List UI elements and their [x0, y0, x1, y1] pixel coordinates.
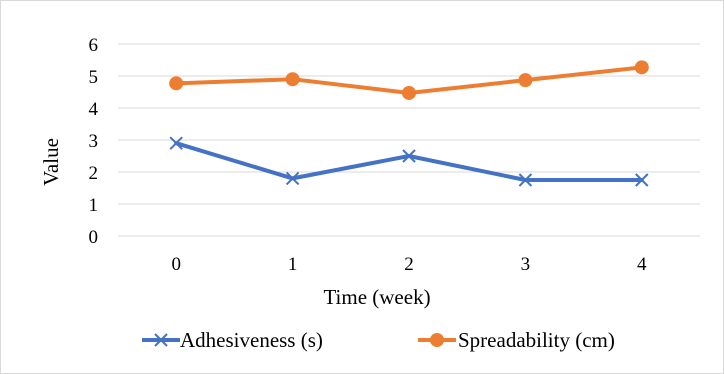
y-tick-labels: 0 1 2 3 4 5 6: [89, 35, 99, 248]
x-tick-labels: 0 1 2 3 4: [171, 254, 647, 275]
legend-item-spreadability: Spreadability (cm): [418, 328, 615, 352]
x-tick-label: 4: [637, 254, 647, 275]
data-point-adhesiveness: [402, 149, 416, 163]
y-axis-title: Value: [39, 138, 63, 186]
data-point-adhesiveness: [285, 171, 300, 186]
data-point-adhesiveness: [169, 136, 183, 150]
data-point-spreadability: [169, 76, 184, 91]
legend-marker-circle-icon: [430, 333, 444, 347]
x-tick-label: 2: [404, 254, 414, 275]
x-tick-label: 3: [521, 254, 531, 275]
legend-label-spreadability: Spreadability (cm): [458, 328, 615, 352]
x-axis-title: Time (week): [323, 285, 430, 309]
legend-item-adhesiveness: Adhesiveness (s): [142, 328, 323, 352]
y-tick-label: 4: [89, 99, 99, 120]
y-tick-label: 1: [89, 195, 99, 216]
y-tick-label: 0: [89, 227, 99, 248]
y-tick-label: 6: [89, 35, 99, 56]
y-tick-label: 5: [89, 67, 99, 88]
x-tick-label: 1: [288, 254, 298, 275]
data-point-spreadability: [402, 85, 416, 100]
y-tick-label: 2: [89, 163, 99, 184]
grid-lines: [118, 43, 700, 237]
data-point-adhesiveness: [635, 173, 649, 187]
legend-marker-x-icon: [154, 333, 168, 347]
series-line-adhesiveness: [174, 141, 644, 182]
data-point-spreadability: [518, 73, 533, 88]
data-point-adhesiveness: [518, 173, 533, 187]
x-tick-label: 0: [171, 254, 181, 275]
series-group: [169, 60, 649, 187]
data-point-spreadability: [634, 60, 649, 75]
legend: Adhesiveness (s) Spreadability (cm): [142, 328, 615, 352]
y-tick-label: 3: [89, 131, 99, 152]
data-point-spreadability: [285, 72, 300, 87]
legend-label-adhesiveness: Adhesiveness (s): [180, 328, 323, 352]
